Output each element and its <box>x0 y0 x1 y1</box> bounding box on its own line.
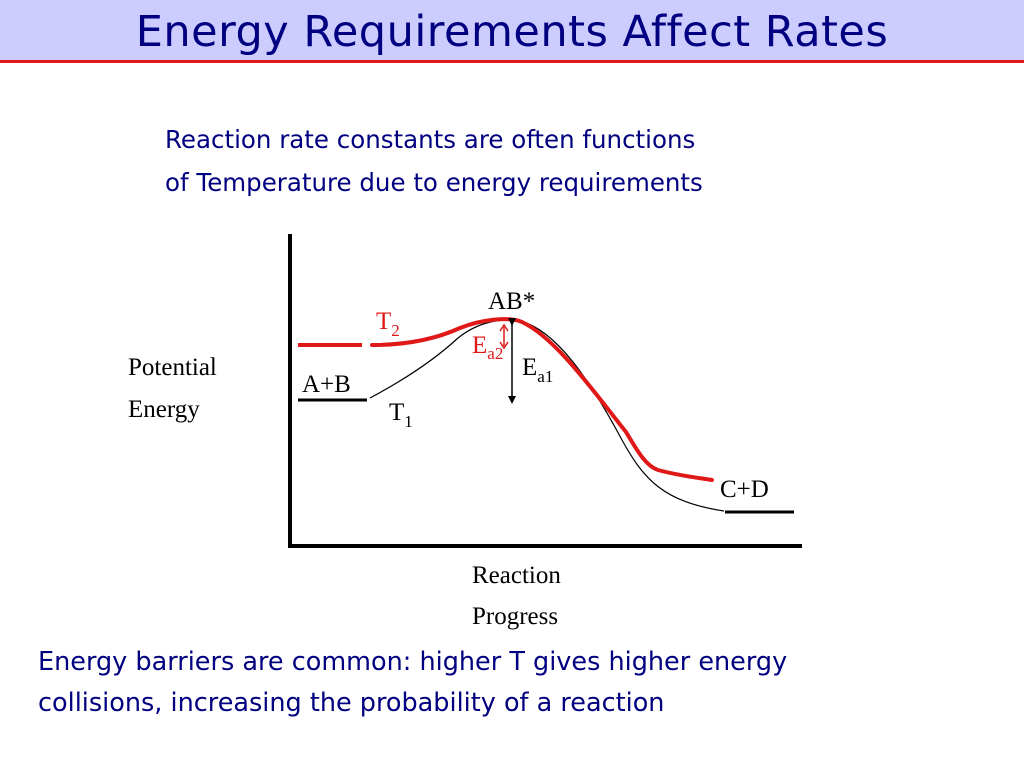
t2-subscript: 2 <box>391 321 400 340</box>
footer-line-1: Energy barriers are common: higher T giv… <box>38 647 788 677</box>
ea2-base: E <box>472 332 487 359</box>
ea1-base: E <box>522 354 537 381</box>
ea2-label: Ea2 <box>472 332 503 363</box>
t1-subscript: 1 <box>404 412 413 431</box>
y-axis-label-line-1: Potential <box>128 354 217 381</box>
x-axis-label-line-1: Reaction <box>472 562 561 589</box>
x-axis-label-line-2: Progress <box>472 603 558 630</box>
slide-title: Energy Requirements Affect Rates <box>135 7 889 57</box>
curve-t1 <box>369 319 725 512</box>
subtitle-line-2: of Temperature due to energy requirement… <box>165 168 703 197</box>
t2-label: T2 <box>376 308 400 340</box>
curve-t2 <box>370 317 714 482</box>
ea2-arrowheads <box>499 323 509 350</box>
transition-state-label: AB* <box>488 288 535 315</box>
ea1-label: Ea1 <box>522 354 553 386</box>
t2-base: T <box>376 308 391 335</box>
reactants-label: A+B <box>302 371 351 398</box>
t1-base: T <box>389 399 404 426</box>
footer-line-2: collisions, increasing the probability o… <box>38 688 665 718</box>
t1-label: T1 <box>389 399 413 431</box>
ea2-subscript: a2 <box>487 344 503 363</box>
slide-subtitle: Reaction rate constants are often functi… <box>165 118 885 204</box>
title-underline <box>0 60 1024 63</box>
subtitle-line-1: Reaction rate constants are often functi… <box>165 125 696 154</box>
title-band <box>0 0 1024 60</box>
products-label: C+D <box>720 476 769 503</box>
ea1-subscript: a1 <box>537 367 553 386</box>
y-axis-label-line-2: Energy <box>128 396 200 423</box>
footer-text: Energy barriers are common: higher T giv… <box>38 642 998 724</box>
